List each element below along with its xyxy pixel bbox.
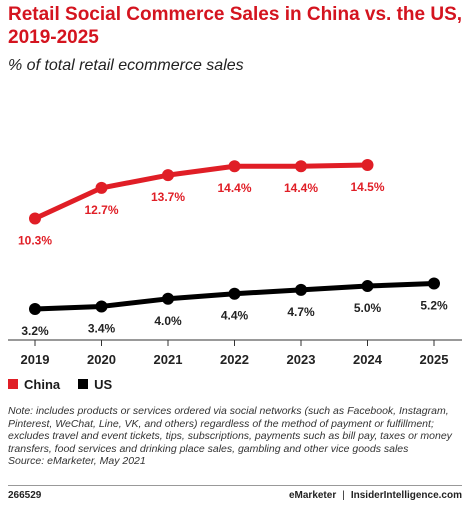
brand-emarketer: eMarketer xyxy=(288,490,337,501)
note-text: Note: includes products or services orde… xyxy=(8,405,452,455)
data-label-us-2022: 4.4% xyxy=(221,309,249,323)
data-point-us-2023 xyxy=(295,283,307,296)
legend-item-china: China xyxy=(8,377,60,392)
line-chart: 2019 2020 2021 2022 2023 2024 2025 10.3% 12.7% 13… xyxy=(8,158,462,367)
data-label-china-2021: 13.7% xyxy=(151,190,185,204)
brand-insider-intelligence: InsiderIntelligence.com xyxy=(350,490,462,501)
legend-label-us: US xyxy=(94,376,113,392)
data-point-china-2023 xyxy=(295,160,307,173)
footer-divider xyxy=(8,485,462,486)
x-tick-label-2024: 2024 xyxy=(353,352,383,367)
data-point-us-2020 xyxy=(95,300,108,313)
data-label-us-2023: 4.7% xyxy=(287,305,315,319)
data-label-us-2020: 3.4% xyxy=(88,321,116,335)
data-point-us-2025 xyxy=(428,277,440,290)
source-text: Source: eMarketer, May 2021 xyxy=(8,455,146,467)
data-point-china-2021 xyxy=(162,169,174,182)
chart-id: 266529 xyxy=(8,490,42,501)
series-line-china xyxy=(32,162,370,221)
chart-title: Retail Social Commerce Sales in China vs… xyxy=(8,4,463,48)
x-tick-label-2023: 2023 xyxy=(287,352,316,367)
chart-subtitle: % of total retail ecommerce sales xyxy=(8,57,244,74)
data-label-china-2020: 12.7% xyxy=(84,203,118,217)
data-point-china-2022 xyxy=(228,160,241,173)
data-point-china-2020 xyxy=(95,181,108,194)
legend-label-china: China xyxy=(24,376,61,392)
legend-swatch-us xyxy=(78,379,89,389)
data-point-us-2019 xyxy=(29,303,41,315)
data-label-us-2024: 5.0% xyxy=(354,301,382,315)
data-point-us-2022 xyxy=(228,287,241,300)
x-tick-label-2022: 2022 xyxy=(220,352,249,367)
data-label-us-2025: 5.2% xyxy=(420,299,448,313)
legend-item-us: US xyxy=(78,377,112,392)
data-label-china-2023: 14.4% xyxy=(284,181,318,195)
data-label-china-2024: 14.5% xyxy=(350,180,384,194)
data-point-us-2024 xyxy=(361,280,374,293)
data-label-china-2022: 14.4% xyxy=(217,181,251,195)
data-label-us-2021: 4.0% xyxy=(154,314,182,328)
x-tick-label-2025: 2025 xyxy=(420,352,449,367)
data-label-us-2019: 3.2% xyxy=(21,324,49,338)
x-tick-label-2021: 2021 xyxy=(154,352,183,367)
data-point-us-2021 xyxy=(162,292,174,305)
data-label-china-2019: 10.3% xyxy=(18,234,52,248)
footer-brand: eMarketer | InsiderIntelligence.com xyxy=(289,490,462,501)
chart-note: Note: includes products or services orde… xyxy=(8,405,460,468)
brand-separator: | xyxy=(342,490,345,501)
x-tick-label-2020: 2020 xyxy=(87,352,116,367)
x-tick-label-2019: 2019 xyxy=(21,352,50,367)
legend-swatch-china xyxy=(8,379,18,389)
data-point-china-2019 xyxy=(29,212,41,225)
legend: China US xyxy=(8,376,130,392)
data-point-china-2024 xyxy=(361,158,374,171)
